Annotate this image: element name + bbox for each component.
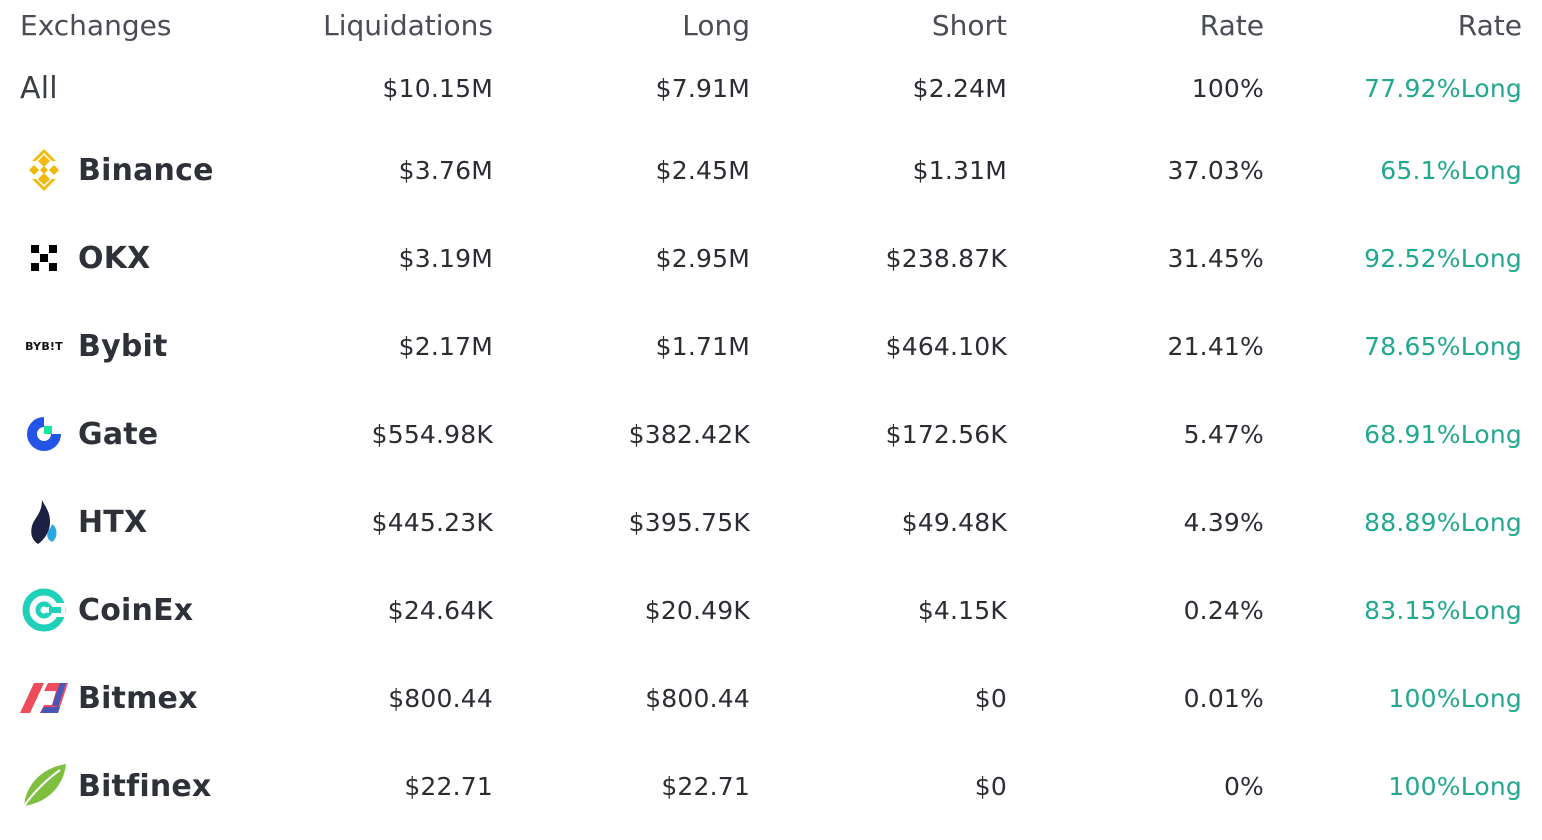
exchange-cell: BYB!T Bybit [20,302,280,390]
long-rate-value: 100%Long [1388,771,1522,801]
long-rate-value: 88.89%Long [1364,507,1522,537]
column-header-long[interactable]: Long [682,8,750,42]
table-header: Exchanges Liquidations Long Short Rate R… [20,0,1522,50]
long-value: $2.95M [655,243,750,273]
bitmex-icon [20,674,68,722]
table-row-okx[interactable]: OKX $3.19M $2.95M $238.87K 31.45% 92.52%… [20,214,1522,302]
short-value: $4.15K [917,595,1007,625]
liquidations-value: $2.17M [398,331,493,361]
rate-value: 0.24% [1183,595,1264,625]
exchange-cell: Bitfinex [20,742,280,830]
table-row-coinex[interactable]: CoinEx $24.64K $20.49K $4.15K 0.24% 83.1… [20,566,1522,654]
column-header-liquidations[interactable]: Liquidations [323,8,493,42]
table-row-binance[interactable]: Binance $3.76M $2.45M $1.31M 37.03% 65.1… [20,126,1522,214]
exchange-cell: HTX [20,478,280,566]
binance-icon [20,146,68,194]
exchange-name: Binance [78,152,214,188]
exchange-name: Bitfinex [78,768,212,804]
exchange-name: OKX [78,240,151,276]
short-value: $0 [974,771,1007,801]
exchange-cell: Gate [20,390,280,478]
exchange-cell: All [20,50,280,126]
exchange-name: HTX [78,504,148,540]
long-value: $395.75K [628,507,750,537]
column-header-short[interactable]: Short [931,8,1007,42]
rate-value: 21.41% [1167,331,1264,361]
rate-value: 100% [1191,73,1264,103]
bybit-icon: BYB!T [20,322,68,370]
table-row-htx[interactable]: HTX $445.23K $395.75K $49.48K 4.39% 88.8… [20,478,1522,566]
short-value: $172.56K [885,419,1007,449]
long-value: $382.42K [628,419,750,449]
exchange-name: Bybit [78,328,168,364]
exchange-cell: Binance [20,126,280,214]
long-rate-value: 92.52%Long [1364,243,1522,273]
long-rate-value: 78.65%Long [1364,331,1522,361]
column-header-exchanges[interactable]: Exchanges [20,8,172,42]
coinex-icon [20,586,68,634]
liquidations-value: $445.23K [371,507,493,537]
long-value: $800.44 [645,683,750,713]
rate-value: 0% [1223,771,1264,801]
htx-icon [20,498,68,546]
short-value: $464.10K [885,331,1007,361]
liquidations-table: Exchanges Liquidations Long Short Rate R… [20,0,1522,830]
exchange-name: CoinEx [78,592,194,628]
liquidations-value: $10.15M [382,73,493,103]
liquidations-value: $24.64K [387,595,493,625]
long-rate-value: 83.15%Long [1364,595,1522,625]
long-value: $20.49K [644,595,750,625]
table-row-all: All $10.15M $7.91M $2.24M 100% 77.92%Lon… [20,50,1522,126]
liquidations-value: $800.44 [388,683,493,713]
long-rate-value: 77.92%Long [1364,73,1522,103]
rate-value: 5.47% [1183,419,1264,449]
column-header-long-short-rate[interactable]: Rate [1457,8,1522,42]
rate-value: 0.01% [1183,683,1264,713]
short-value: $0 [974,683,1007,713]
exchange-name: Bitmex [78,680,198,716]
rate-value: 31.45% [1167,243,1264,273]
exchange-cell: CoinEx [20,566,280,654]
exchange-name: All [20,70,58,106]
okx-icon [20,234,68,282]
short-value: $238.87K [885,243,1007,273]
long-value: $1.71M [655,331,750,361]
bitfinex-icon [20,762,68,810]
gate-icon [20,410,68,458]
exchange-cell: Bitmex [20,654,280,742]
table-row-bybit[interactable]: BYB!T Bybit $2.17M $1.71M $464.10K 21.41… [20,302,1522,390]
svg-text:BYB!T: BYB!T [25,340,63,353]
liquidations-value: $22.71 [404,771,493,801]
liquidations-value: $554.98K [371,419,493,449]
liquidations-value: $3.76M [398,155,493,185]
short-value: $49.48K [901,507,1007,537]
short-value: $1.31M [912,155,1007,185]
table-row-gate[interactable]: Gate $554.98K $382.42K $172.56K 5.47% 68… [20,390,1522,478]
exchange-cell: OKX [20,214,280,302]
long-rate-value: 65.1%Long [1380,155,1522,185]
liquidations-value: $3.19M [398,243,493,273]
column-header-rate[interactable]: Rate [1199,8,1264,42]
table-row-bitmex[interactable]: Bitmex $800.44 $800.44 $0 0.01% 100%Long [20,654,1522,742]
short-value: $2.24M [912,73,1007,103]
long-value: $2.45M [655,155,750,185]
long-value: $7.91M [655,73,750,103]
exchange-name: Gate [78,416,159,452]
table-row-bitfinex[interactable]: Bitfinex $22.71 $22.71 $0 0% 100%Long [20,742,1522,830]
long-value: $22.71 [661,771,750,801]
long-rate-value: 100%Long [1388,683,1522,713]
rate-value: 4.39% [1183,507,1264,537]
long-rate-value: 68.91%Long [1364,419,1522,449]
rate-value: 37.03% [1167,155,1264,185]
